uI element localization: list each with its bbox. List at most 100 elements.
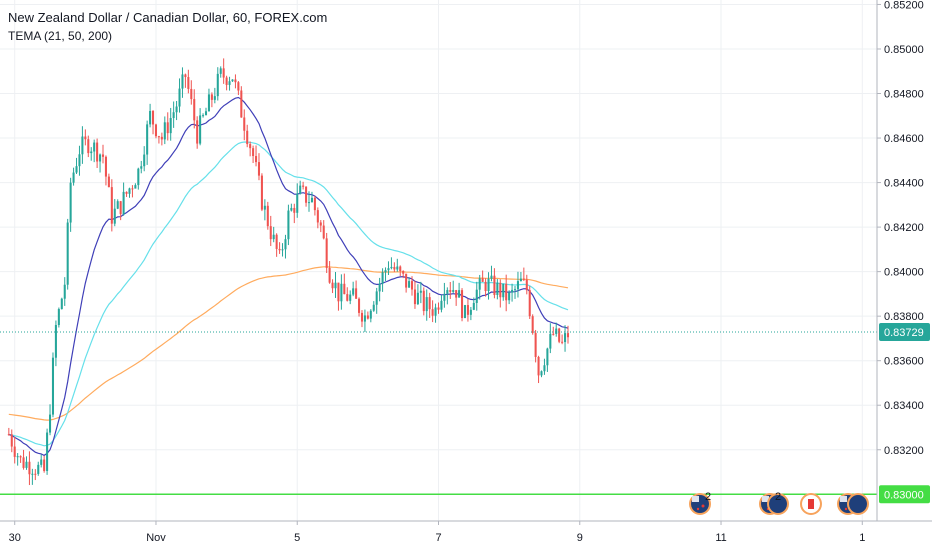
candle-up <box>37 464 40 474</box>
candle-down <box>196 120 199 144</box>
candle-down <box>402 271 405 274</box>
economic-event-nzd-icon[interactable]: 2 <box>759 491 789 515</box>
price-tick-label: 0.84400 <box>884 178 924 190</box>
candle-up <box>49 414 52 433</box>
candle-down <box>10 434 13 447</box>
candle-up <box>69 182 72 223</box>
candle-up <box>463 305 467 318</box>
candle-up <box>299 185 302 194</box>
nzd-flag-icon <box>767 493 789 515</box>
economic-event-nzd-icon[interactable]: 2 <box>689 491 711 515</box>
candle-up <box>204 111 208 116</box>
candle-up <box>134 185 137 189</box>
flag-star-icon <box>696 507 700 511</box>
candle-down <box>107 176 110 188</box>
candle-up <box>287 210 290 240</box>
time-tick-label: 1 <box>859 532 865 544</box>
candle-up <box>387 268 390 271</box>
candle-down <box>101 154 105 157</box>
candle-down <box>154 124 158 137</box>
candle-up <box>508 292 511 301</box>
candle-down <box>157 136 160 138</box>
candle-up <box>352 288 355 295</box>
candle-down <box>499 282 502 298</box>
candle-up <box>172 112 175 119</box>
candle-up <box>475 289 478 303</box>
candle-up <box>40 459 43 465</box>
candle-up <box>490 275 493 279</box>
candle-down <box>399 266 402 272</box>
candle-down <box>96 142 99 162</box>
price-tag-label: 0.83000 <box>884 489 924 501</box>
ema-200-path <box>8 266 569 421</box>
candle-up <box>549 333 552 349</box>
candle-down <box>505 283 508 301</box>
candle-down <box>257 162 261 176</box>
candle-up <box>228 81 231 85</box>
candle-up <box>163 122 166 140</box>
candle-up <box>511 289 514 293</box>
nzd-flag-icon <box>847 493 869 515</box>
candle-up <box>546 348 549 366</box>
time-axis-bg[interactable] <box>0 521 932 550</box>
candle-down <box>266 205 269 227</box>
candle-up <box>219 68 222 74</box>
candle-up <box>181 74 184 89</box>
candle-down <box>319 222 322 226</box>
candle-up <box>564 333 567 343</box>
indicator-legend: TEMA (21, 50, 200) <box>8 29 113 43</box>
candle-down <box>566 333 570 338</box>
candle-down <box>269 226 272 240</box>
candle-down <box>278 248 281 251</box>
candle-down <box>355 288 358 299</box>
candle-down <box>528 290 531 317</box>
level-price-tag: 0.83000 <box>879 485 930 504</box>
candle-down <box>255 156 258 163</box>
candle-down <box>243 117 246 131</box>
price-tick-label: 0.83600 <box>884 356 924 368</box>
candle-down <box>246 130 249 145</box>
candle-down <box>240 90 243 118</box>
candle-up <box>284 239 287 250</box>
candle-down <box>552 333 555 335</box>
candle-down <box>422 290 425 312</box>
candle-up <box>472 302 475 310</box>
candle-up <box>443 293 446 301</box>
candle-up <box>57 309 60 326</box>
candle-up <box>496 282 499 296</box>
candle-up <box>178 88 181 107</box>
candle-up <box>458 290 461 298</box>
economic-event-nzd-icon[interactable] <box>837 493 869 515</box>
candle-up <box>487 278 490 292</box>
candle-up <box>540 371 543 376</box>
flag-star-icon <box>701 504 705 508</box>
candle-down <box>331 282 334 289</box>
candle-down <box>525 279 528 291</box>
candle-down <box>84 136 87 140</box>
candle-down <box>428 297 431 310</box>
time-tick-label: 30 <box>9 532 21 544</box>
candle-down <box>119 201 122 215</box>
flag-union-icon <box>840 496 847 502</box>
candle-down <box>302 185 305 187</box>
candle-down <box>522 278 525 280</box>
candle-down <box>28 461 31 475</box>
economic-event-cad-icon[interactable] <box>800 493 822 515</box>
candle-up <box>213 96 216 100</box>
candle-up <box>72 172 75 183</box>
candle-up <box>116 201 119 209</box>
price-tick-label: 0.84600 <box>884 133 924 145</box>
candle-up <box>149 110 152 125</box>
ema-200-line <box>8 266 569 421</box>
candle-up <box>263 205 266 210</box>
candle-up <box>469 309 472 315</box>
candle-down <box>234 79 237 83</box>
candle-down <box>225 77 228 85</box>
candle-down <box>305 186 308 203</box>
price-axis-bg[interactable] <box>877 0 932 550</box>
candle-down <box>7 434 10 436</box>
candle-down <box>366 315 369 319</box>
grid <box>0 0 877 521</box>
candle-down <box>43 459 46 471</box>
